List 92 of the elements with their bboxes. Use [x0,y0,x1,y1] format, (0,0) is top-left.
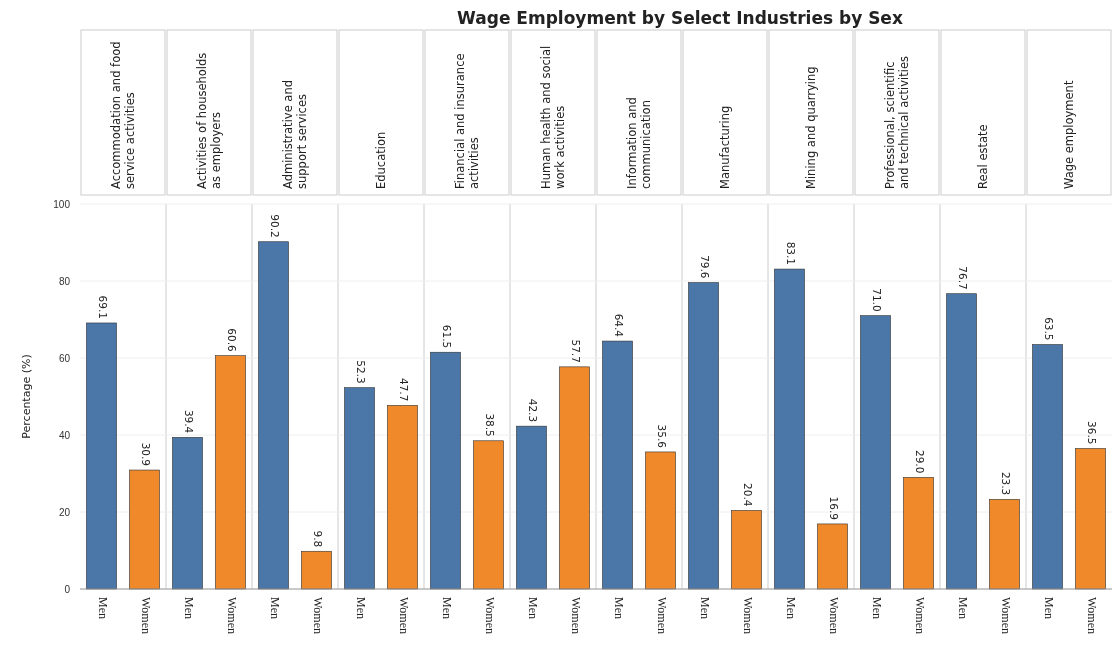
x-tick-label: Manufacturing [718,105,732,189]
text: Men [869,597,884,619]
data-label: 69.1 [96,295,109,319]
text: Women [396,597,411,635]
text: Men [955,597,970,619]
text: Women [310,597,325,635]
x-tick-label: Financial and insurance activities [453,53,481,189]
bar [903,477,934,590]
bar [946,293,977,590]
x-tick-label: Human health and social work activities [539,45,567,189]
x-tick-label: Information and communication [625,97,653,189]
x-tick-label: Professional, scientific and technical activities [883,55,911,189]
data-label: 23.3 [999,471,1012,496]
text: Men [181,597,196,619]
y-tick-label: 80 [58,275,71,287]
data-label: 52.3 [354,360,367,384]
data-label: 42.3 [526,398,539,423]
bar [688,282,719,590]
bar [559,366,590,590]
data-label: 71.0 [870,288,883,312]
bar [172,437,203,590]
bar [860,315,891,590]
data-label: 9.8 [311,530,324,548]
bar [1032,344,1063,590]
x-tick-label: Education [374,131,388,189]
data-label: 39.4 [182,409,195,434]
x-tick-label: Activities of households as employers [195,52,223,189]
text: Women [654,597,669,635]
x-tick-label: Administrative and support services [281,80,309,189]
data-label: 30.9 [139,442,152,467]
bar [1075,448,1106,590]
data-label: 20.4 [741,483,754,507]
data-label: 35.6 [655,424,668,449]
bar [215,355,246,590]
text: Men [439,597,454,619]
y-tick-label: 0 [64,583,71,595]
bar [817,523,848,590]
data-label: 83.1 [784,241,797,266]
data-label: 38.5 [483,413,496,437]
x-tick-label: Accommodation and food service activities [109,41,137,189]
chart-title: Wage Employment by Select Industries by Sex [457,8,903,28]
text: Men [95,597,110,619]
text: Women [826,597,841,635]
data-label: 64.4 [612,313,625,338]
bar [344,387,375,590]
text: Men [611,597,626,619]
bar [516,425,547,590]
bar [602,340,633,590]
y-axis-title: Percentage (%) [20,354,33,439]
y-tick-label: 100 [53,198,71,210]
text: Women [1084,597,1099,635]
text: Women [568,597,583,635]
bar [387,405,418,590]
x-tick-label: Real estate [976,124,990,189]
text: Men [353,597,368,619]
data-label: 36.5 [1085,421,1098,445]
data-label: 79.6 [698,255,711,279]
bar [731,510,762,590]
data-label: 16.9 [827,496,840,520]
bar [129,469,160,590]
text: Women [482,597,497,635]
bar [774,268,805,590]
data-label: 61.5 [440,324,453,349]
y-tick-label: 20 [58,506,71,518]
bar [430,351,461,590]
text: Women [740,597,755,635]
bar [645,451,676,590]
text: Men [697,597,712,619]
data-label: 76.7 [956,266,969,290]
text: Women [224,597,239,635]
text: Women [998,597,1013,635]
x-tick-label: Wage employment [1062,80,1076,189]
bar [989,499,1020,590]
data-label: 29.0 [913,449,926,474]
bar [473,440,504,590]
bar [301,550,332,590]
x-tick-label: Mining and quarrying [804,66,818,189]
y-tick-label: 60 [58,352,71,364]
data-label: 47.7 [397,377,410,402]
data-label: 90.2 [268,214,281,238]
text: Women [912,597,927,635]
data-label: 57.7 [569,339,582,363]
text: Women [138,597,153,635]
text: Men [267,597,282,619]
bar [86,322,117,590]
y-tick-label: 40 [58,429,71,441]
text: Men [525,597,540,619]
data-label: 60.6 [225,328,238,352]
text: Men [783,597,798,619]
bar [258,241,289,590]
data-label: 63.5 [1042,317,1055,341]
text: Men [1041,597,1056,619]
